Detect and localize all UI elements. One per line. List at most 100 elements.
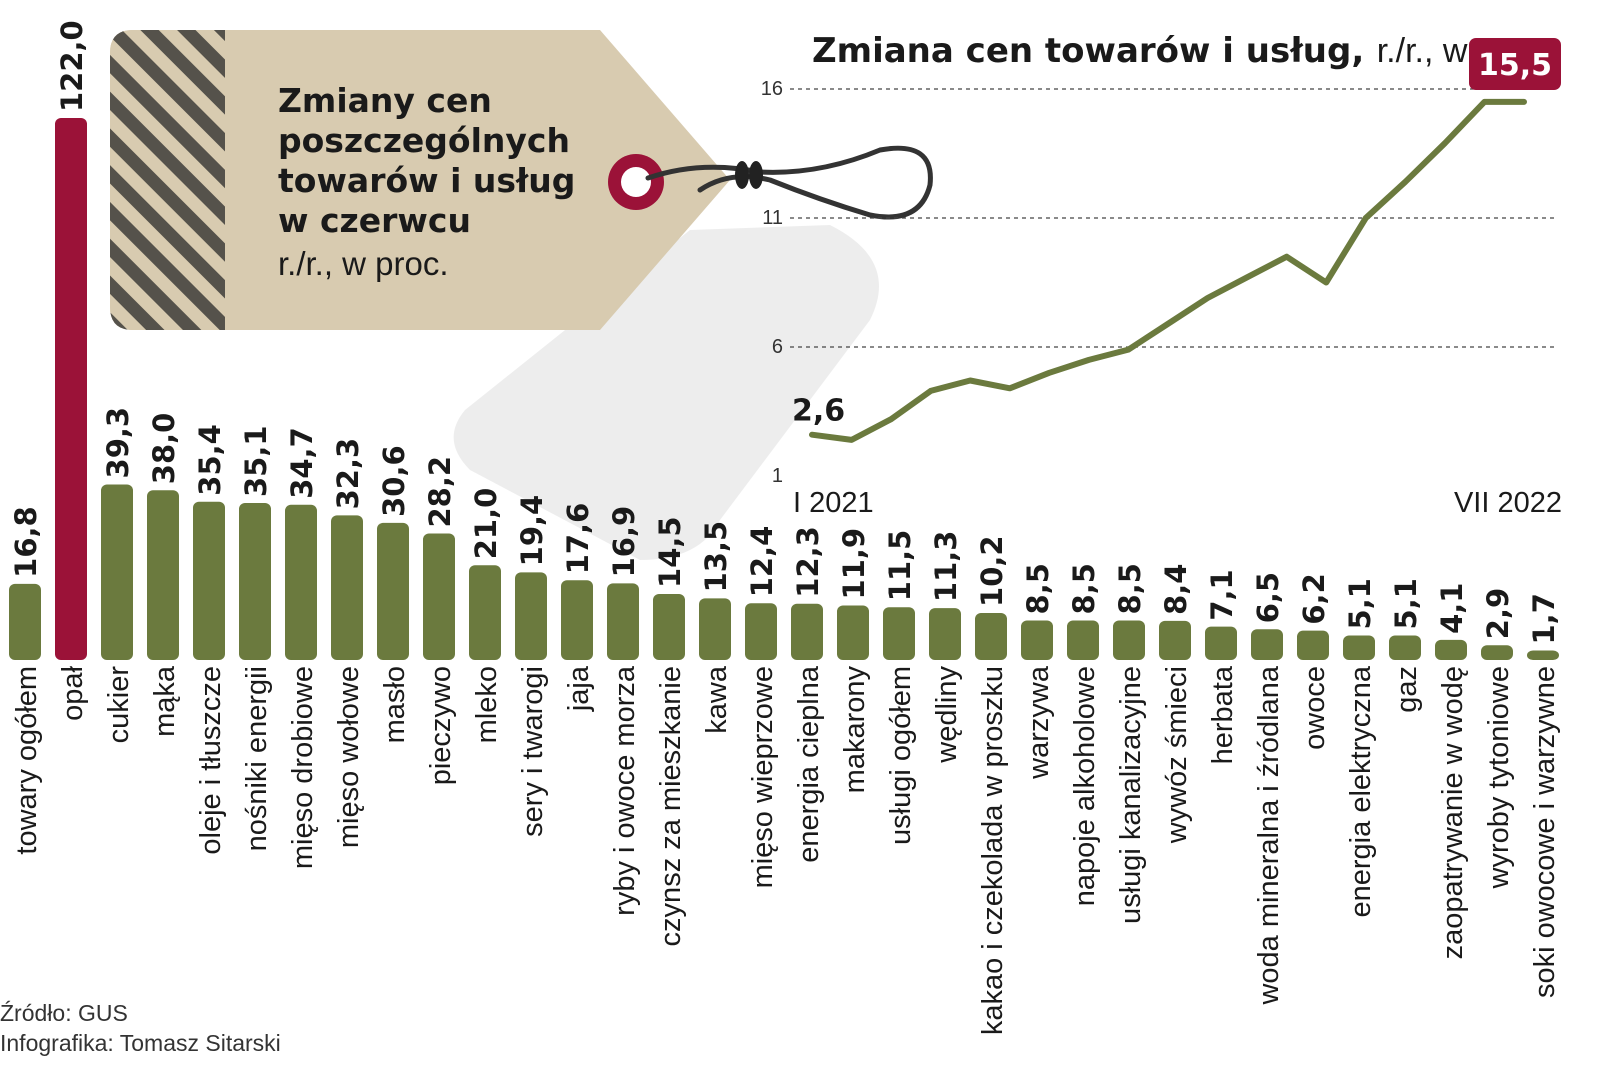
bar-category-label: energia elektryczna [1345, 665, 1377, 917]
bar [745, 603, 777, 660]
bar [193, 501, 225, 660]
bar-value-label: 122,0 [55, 20, 89, 112]
bar-value-label: 2,9 [1481, 588, 1515, 639]
bar-category-label: cukier [103, 666, 135, 744]
bar-category-label: mleko [471, 666, 503, 743]
line-chart-title-main: Zmiana cen towarów i usług, [812, 31, 1364, 71]
bar [1113, 620, 1145, 660]
bar-value-label: 32,3 [331, 438, 365, 510]
bar-category-label: wędliny [931, 666, 963, 764]
tag-body [110, 30, 730, 330]
bar-category-label: oleje i tłuszcze [195, 666, 227, 855]
bar [653, 593, 685, 660]
bar [561, 580, 593, 660]
bar-value-label: 30,6 [377, 445, 411, 517]
bar-category-label: mięso wołowe [333, 666, 365, 848]
bar-value-label: 39,3 [101, 407, 135, 479]
string-knot [735, 161, 763, 189]
bar-value-label: 8,4 [1159, 564, 1193, 615]
bar-category-label: mięso drobiowe [287, 666, 319, 869]
tag-hole [621, 167, 651, 197]
bar [929, 608, 961, 660]
bar-value-label: 14,5 [653, 516, 687, 588]
bar-category-label: energia cieplna [793, 665, 825, 863]
bar [975, 612, 1007, 660]
line-y-tick-label: 1 [772, 465, 783, 487]
bar [101, 484, 133, 660]
end-value-badge-bg [1469, 38, 1561, 90]
line-x-end-label: VII 2022 [1454, 487, 1562, 519]
bar [1343, 635, 1375, 660]
end-value-badge-label: 15,5 [1478, 48, 1552, 83]
bar-value-label: 4,1 [1435, 583, 1469, 634]
line-x-start-label: I 2021 [793, 487, 874, 519]
bar [699, 598, 731, 660]
tag-title-line: towarów i usług [278, 161, 575, 200]
end-value-badge: 15,5 [1469, 38, 1561, 90]
bar-category-label: mięso wieprzowe [747, 666, 779, 888]
bar-value-label: 8,5 [1113, 563, 1147, 614]
bar-category-label: sery i twarogi [517, 666, 549, 837]
bar-category-label: masło [379, 666, 411, 743]
bar [1205, 626, 1237, 660]
bar-value-label: 19,4 [515, 495, 549, 567]
bar-category-label: jaja [563, 665, 595, 712]
tag-subtitle: r./r., w proc. [278, 245, 449, 282]
tag-title-line: w czerwcu [278, 201, 471, 240]
bar-category-label: opał [57, 665, 89, 720]
bar-category-label: zaopatrywanie w wodę [1437, 666, 1469, 959]
bar-category-label: ryby i owoce morza [609, 665, 641, 916]
bar-chart: 16,8 towary ogółem 122,0 opał 39,3 cukier 38,0… [9, 20, 1561, 1035]
bar-value-label: 13,5 [699, 521, 733, 593]
bar [1389, 635, 1421, 660]
bar-value-label: 28,2 [423, 456, 457, 528]
source-credit: Źródło: GUS [0, 1000, 128, 1026]
bar [515, 572, 547, 660]
bar-category-label: mąka [149, 665, 181, 737]
tag-stripes [110, 30, 225, 330]
bar [147, 490, 179, 660]
bar-value-label: 8,5 [1021, 563, 1055, 614]
bar-category-label: napoje alkoholowe [1069, 666, 1101, 906]
bar-category-label: herbata [1207, 665, 1239, 764]
bar-value-label: 11,9 [837, 528, 871, 600]
bar-category-label: makarony [839, 666, 871, 794]
tag-shadow [453, 225, 879, 560]
bar-category-label: owoce [1299, 666, 1331, 750]
bar-category-label: czynsz za mieszkanie [655, 666, 687, 946]
bar-value-label: 6,2 [1297, 573, 1331, 624]
bar-value-label: 8,5 [1067, 563, 1101, 614]
bar-value-label: 38,0 [147, 413, 181, 485]
bar [423, 533, 455, 660]
bar [331, 515, 363, 660]
bar-value-label: 5,1 [1343, 578, 1377, 629]
line-chart-title: Zmiana cen towarów i usług, r./r., w pro… [812, 31, 1552, 71]
bar [1021, 620, 1053, 660]
bar-category-label: nośniki energii [241, 666, 273, 851]
bar-value-label: 12,3 [791, 526, 825, 598]
author-credit: Infografika: Tomasz Sitarski [0, 1030, 281, 1056]
bar-category-label: wywóz śmieci [1161, 666, 1193, 844]
bar [791, 603, 823, 660]
bar-value-label: 35,1 [239, 425, 273, 497]
bar [1297, 630, 1329, 660]
bar-category-label: usługi kanalizacyjne [1115, 666, 1147, 924]
bar [607, 583, 639, 660]
bar-value-label: 1,7 [1527, 593, 1561, 644]
bar [1435, 639, 1467, 660]
bar-value-label: 6,5 [1251, 572, 1285, 623]
bar-value-label: 12,4 [745, 526, 779, 598]
bar-value-label: 17,6 [561, 503, 595, 575]
bar [883, 607, 915, 660]
bar [377, 522, 409, 660]
bar [837, 605, 869, 660]
bar-category-label: kawa [701, 665, 733, 734]
bar [285, 504, 317, 660]
bar-value-label: 10,2 [975, 535, 1009, 607]
line-start-value: 2,6 [792, 394, 845, 429]
bar [469, 565, 501, 660]
tag-title: Zmiany cen poszczególnych towarów i usłu… [278, 81, 587, 240]
bar-category-label: kakao i czekolada w proszku [977, 666, 1009, 1035]
